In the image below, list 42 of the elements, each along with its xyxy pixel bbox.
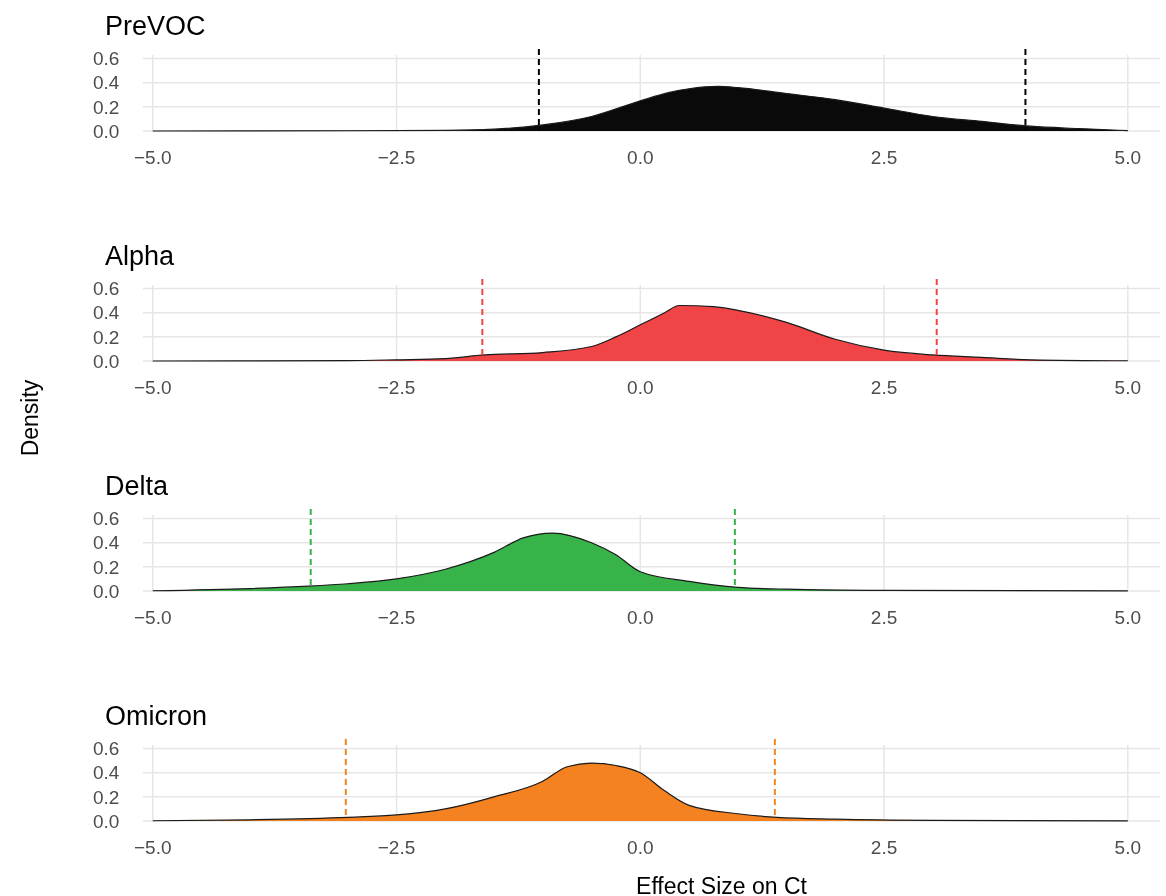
x-tick-label: −5.0	[133, 147, 172, 168]
y-tick-label: 0.4	[93, 762, 120, 784]
chart-title: Omicron	[105, 701, 208, 731]
x-tick-label: 2.5	[870, 147, 898, 168]
x-tick-label: −5.0	[133, 377, 172, 398]
y-axis-title: Density	[17, 379, 43, 457]
y-tick-label: 0.0	[93, 580, 120, 602]
y-tick-label: 0.2	[93, 786, 120, 808]
x-tick-label: −2.5	[377, 147, 416, 168]
x-tick-label: 0.0	[627, 377, 654, 398]
x-tick-label: −5.0	[133, 837, 172, 858]
y-tick-label: 0.0	[93, 350, 120, 372]
x-tick-label: 5.0	[1114, 607, 1142, 628]
y-tick-label: 0.2	[93, 326, 120, 348]
x-tick-label: −2.5	[377, 837, 416, 858]
x-tick-label: 5.0	[1114, 377, 1142, 398]
x-tick-label: −2.5	[377, 377, 416, 398]
x-tick-label: 0.0	[627, 837, 654, 858]
x-tick-label: 2.5	[870, 377, 898, 398]
y-tick-label: 0.0	[93, 120, 120, 142]
chart-title: PreVOC	[105, 11, 206, 41]
x-tick-label: 5.0	[1114, 147, 1142, 168]
y-tick-label: 0.6	[93, 48, 120, 70]
y-tick-label: 0.2	[93, 556, 120, 578]
y-tick-label: 0.6	[93, 278, 120, 300]
y-tick-label: 0.4	[93, 72, 120, 94]
x-tick-label: −2.5	[377, 607, 416, 628]
y-tick-label: 0.6	[93, 508, 120, 530]
x-tick-label: 0.0	[627, 147, 654, 168]
chart-title: Delta	[105, 471, 170, 501]
y-tick-label: 0.4	[93, 302, 120, 324]
chart-title: Alpha	[105, 241, 176, 271]
x-tick-label: 5.0	[1114, 837, 1142, 858]
x-tick-label: 0.0	[627, 607, 654, 628]
y-tick-label: 0.6	[93, 738, 120, 760]
y-tick-label: 0.2	[93, 96, 120, 118]
y-tick-label: 0.0	[93, 810, 120, 832]
x-tick-label: 2.5	[870, 837, 898, 858]
y-tick-label: 0.4	[93, 532, 120, 554]
x-axis-title: Effect Size on Ct	[636, 873, 808, 896]
x-tick-label: −5.0	[133, 607, 172, 628]
x-tick-label: 2.5	[870, 607, 898, 628]
